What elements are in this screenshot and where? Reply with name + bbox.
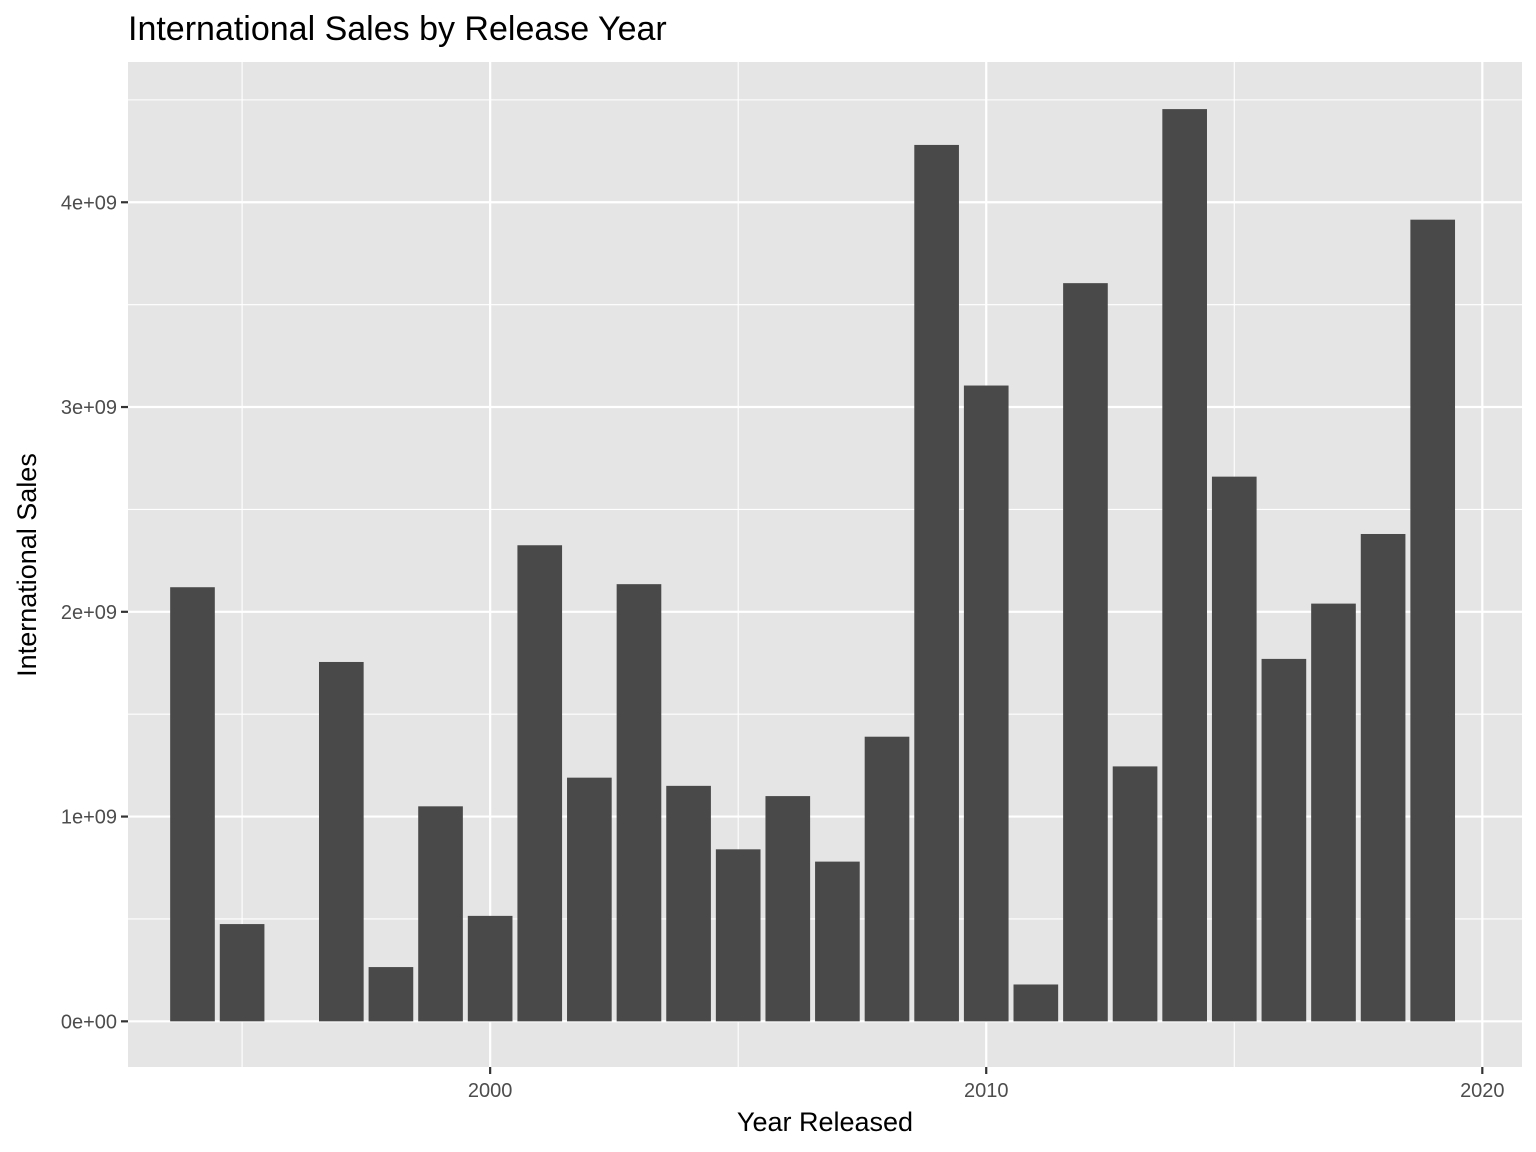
bar-2006 — [765, 796, 811, 1022]
bar-2011 — [1013, 984, 1059, 1022]
bar-2001 — [517, 545, 563, 1022]
y-tick-label: 1e+09 — [61, 807, 117, 829]
bar-2015 — [1211, 476, 1257, 1022]
y-tick-label: 2e+09 — [61, 602, 117, 624]
x-axis-title: Year Released — [737, 1107, 913, 1137]
y-tick-label: 4e+09 — [61, 192, 117, 214]
x-tick-label: 2020 — [1460, 1080, 1505, 1102]
bar-2010 — [963, 385, 1009, 1022]
bar-2003 — [616, 584, 662, 1022]
y-axis-title: International Sales — [12, 453, 42, 677]
bar-2002 — [567, 777, 612, 1022]
bar-2016 — [1261, 658, 1307, 1022]
x-tick-label: 2010 — [964, 1080, 1009, 1102]
bar-2013 — [1112, 766, 1158, 1022]
x-tick-label: 2000 — [468, 1080, 513, 1102]
bar-1998 — [368, 967, 414, 1022]
y-axis: 0e+00 1e+09 2e+09 3e+09 4e+09 — [61, 192, 128, 1033]
chart-title: International Sales by Release Year — [128, 10, 667, 48]
bar-1999 — [418, 806, 463, 1022]
y-tick-label: 3e+09 — [61, 397, 117, 419]
y-tick-label: 0e+00 — [61, 1011, 117, 1033]
bars — [170, 109, 1456, 1022]
bar-2019 — [1410, 219, 1456, 1022]
x-axis: 2000 2010 2020 — [468, 1067, 1505, 1102]
bar-2014 — [1162, 109, 1207, 1022]
bar-2017 — [1311, 603, 1356, 1022]
bar-2000 — [467, 915, 513, 1022]
bar-2004 — [666, 785, 711, 1022]
bar-1994 — [170, 587, 215, 1022]
bar-1995 — [219, 924, 265, 1022]
bar-2008 — [864, 736, 910, 1022]
bar-2007 — [815, 861, 860, 1022]
bar-2009 — [914, 144, 959, 1022]
bar-2018 — [1360, 533, 1406, 1022]
bar-2012 — [1063, 283, 1108, 1022]
bar-1997 — [318, 661, 364, 1022]
bar-2005 — [715, 849, 761, 1022]
